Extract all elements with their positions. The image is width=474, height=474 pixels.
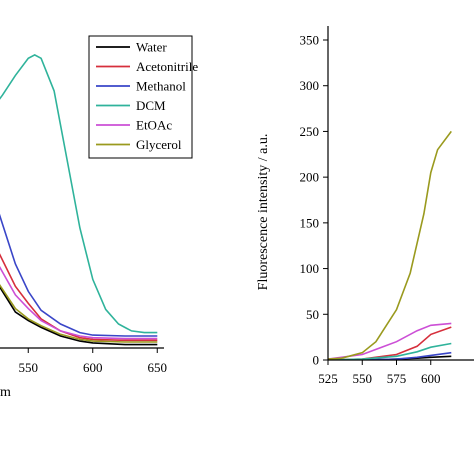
right-x-tick-label: 575	[387, 371, 407, 386]
legend-label-water: Water	[136, 40, 167, 55]
legend-label-methanol: Methanol	[136, 79, 186, 94]
right-series-line-dcm	[328, 342, 452, 360]
right-y-tick-label: 250	[300, 124, 320, 139]
left-x-tick-label: 650	[148, 360, 168, 375]
legend: Water Acetonitrile Methanol DCM EtOAc Glycero…	[88, 35, 198, 159]
legend-label-dcm: DCM	[136, 98, 166, 113]
left-series-group	[0, 53, 158, 346]
left-series-line-etoac	[0, 266, 158, 340]
right-y-tick-label: 200	[300, 170, 320, 185]
right-y-tick-label: 100	[300, 261, 320, 276]
right-x-tick-label: 525	[318, 371, 338, 386]
legend-label-etoac: EtOAc	[136, 118, 172, 133]
left-x-ticks: 550 600 650	[19, 348, 168, 375]
right-series-line-etoac	[328, 322, 452, 360]
right-y-tick-label: 350	[300, 33, 320, 48]
left-series-line-water	[0, 285, 158, 346]
right-y-tick-label: 50	[306, 307, 319, 322]
right-y-tick-label: 0	[313, 353, 320, 368]
left-series-line-dcm	[0, 53, 158, 334]
right-chart-panel: 0 50 100 150 200 250 300 350 525 550 575 600 Fluor…	[256, 26, 474, 386]
right-series-group	[328, 130, 452, 360]
right-x-ticks: 525 550 575 600	[318, 360, 441, 386]
left-x-axis-label: m	[0, 385, 11, 400]
left-chart-panel: 550 600 650 m Water Acetonitrile Methanol DCM…	[0, 35, 198, 400]
right-y-axis-label: Fluorescence intensity / a.u.	[256, 134, 271, 291]
right-y-tick-label: 300	[300, 78, 320, 93]
right-series-line-glycerol	[328, 130, 452, 360]
legend-label-acetonitrile: Acetonitrile	[136, 59, 198, 74]
right-x-tick-label: 600	[421, 371, 441, 386]
left-series-line-methanol	[0, 213, 158, 337]
legend-label-glycerol: Glycerol	[136, 137, 182, 152]
right-series-line-methanol	[328, 351, 452, 360]
left-x-tick-label: 550	[19, 360, 39, 375]
right-y-ticks: 0 50 100 150 200 250 300 350	[300, 33, 328, 368]
left-x-tick-label: 600	[83, 360, 103, 375]
left-series-line-glycerol	[0, 283, 158, 343]
left-series-line-acetonitrile	[0, 253, 158, 342]
legend-box	[88, 35, 193, 159]
right-y-tick-label: 150	[300, 215, 320, 230]
right-x-tick-label: 550	[353, 371, 373, 386]
